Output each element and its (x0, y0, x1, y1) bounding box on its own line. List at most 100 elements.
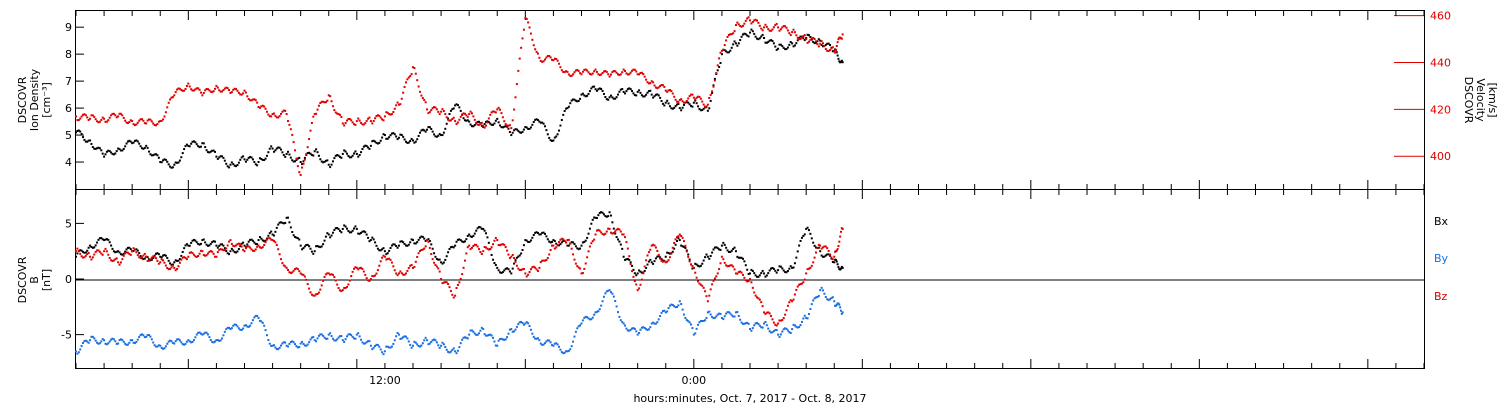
point-velocity-29-3 (486, 121, 489, 124)
point-ion-density-9-4 (206, 151, 209, 154)
point-bx-32-8 (535, 231, 538, 234)
point-by-37-7 (604, 292, 607, 295)
point-velocity-13-6 (265, 110, 268, 113)
point-by-21 (369, 344, 372, 347)
point-bz-23-2 (400, 272, 403, 275)
point-velocity-47-5 (741, 24, 744, 27)
point-velocity-3-6 (125, 121, 128, 124)
point-bz-36-8 (591, 240, 594, 243)
y-tick-label-0-0: 4 (65, 156, 72, 169)
point-bz-13-8 (268, 237, 271, 240)
point-by-40 (636, 333, 639, 336)
point-bz-40-7 (646, 254, 649, 257)
point-by-8-3 (191, 340, 194, 343)
point-bz-10 (215, 255, 218, 258)
point-ion-density-36-6 (588, 90, 591, 93)
point-velocity-50-3 (781, 26, 784, 29)
point-ion-density-11-9 (242, 155, 245, 158)
point-bx-13-1 (258, 236, 261, 239)
point-by-19-2 (344, 338, 347, 341)
point-ion-density-24-2 (414, 140, 417, 143)
point-velocity-3-2 (119, 112, 122, 115)
point-by-22-8 (395, 335, 398, 338)
point-bz-35-9 (579, 267, 582, 270)
time-axis-caption: hours:minutes, Oct. 7, 2017 - Oct. 8, 20… (633, 392, 867, 405)
point-bz-20 (355, 266, 358, 269)
point-ion-density-48-4 (754, 35, 757, 38)
point-bx-17-4 (319, 246, 322, 249)
point-bx-45-2 (709, 254, 712, 257)
point-by-47-6 (743, 322, 746, 325)
point-ion-density-25-8 (437, 134, 440, 137)
point-by-5-6 (153, 344, 156, 347)
point-bx-21-1 (371, 236, 374, 239)
point-bz-22-3 (388, 257, 391, 260)
point-by-0 (75, 350, 77, 353)
point-velocity-53-8 (830, 47, 833, 50)
point-bx-32-7 (534, 231, 537, 234)
point-by-1-4 (94, 339, 97, 342)
point-by-38-2 (611, 292, 614, 295)
point-ion-density-43-9 (691, 105, 694, 108)
point-bx-18-4 (333, 228, 336, 231)
point-velocity-27-8 (465, 114, 468, 117)
point-bz-44 (692, 266, 695, 269)
point-velocity-6 (159, 120, 162, 123)
point-velocity-54-5 (837, 38, 840, 41)
point-by-41-4 (656, 321, 659, 324)
point-velocity-20 (355, 120, 358, 123)
point-velocity-54-3 (835, 45, 838, 48)
point-velocity-32-1 (525, 17, 528, 20)
point-bx-31-2 (513, 262, 516, 265)
point-bz-1-2 (91, 256, 94, 259)
point-by-33-4 (543, 342, 546, 345)
point-bx-1-7 (98, 237, 101, 240)
point-ion-density-26-6 (448, 112, 451, 115)
point-velocity-41 (650, 80, 653, 83)
point-by-6-4 (164, 345, 167, 348)
point-by-50 (777, 333, 780, 336)
point-bz-28-3 (472, 245, 475, 248)
point-bz-54-8 (839, 230, 842, 233)
point-bz-54-6 (838, 240, 841, 243)
point-bz-53-9 (831, 258, 834, 261)
y2-tick-label-3: 460 (1430, 10, 1451, 23)
point-ion-density-25-9 (438, 133, 441, 136)
point-by-32-3 (528, 325, 531, 328)
point-bx-9-5 (208, 244, 211, 247)
point-ion-density-0 (75, 131, 77, 134)
point-by-2-5 (110, 338, 113, 341)
point-bx-49-5 (770, 267, 773, 270)
point-by-44-4 (698, 321, 701, 324)
point-velocity-11-9 (242, 92, 245, 95)
point-velocity-4-8 (142, 119, 145, 122)
point-bz-30-9 (508, 257, 511, 260)
point-velocity-0-8 (86, 116, 89, 119)
point-bx-54 (833, 261, 836, 264)
point-bx-7-1 (174, 259, 177, 262)
point-ion-density-24-7 (421, 128, 424, 131)
point-velocity-46-9 (733, 30, 736, 33)
point-bz-45-4 (712, 279, 715, 282)
point-velocity-3-3 (121, 114, 124, 117)
point-by-14-8 (282, 341, 285, 344)
point-bx-48-8 (760, 272, 763, 275)
point-velocity-21-3 (374, 117, 377, 120)
point-bx-53-1 (820, 254, 823, 257)
point-velocity-51-8 (802, 35, 805, 38)
point-by-27-8 (465, 336, 468, 339)
point-bx-33-6 (546, 238, 549, 241)
point-bx-38-2 (611, 221, 614, 224)
point-bz-38-3 (612, 231, 615, 234)
point-ion-density-4-9 (143, 146, 146, 149)
point-bx-18-3 (331, 231, 334, 234)
point-by-18 (327, 333, 330, 336)
point-ion-density-21-1 (371, 140, 374, 143)
point-by-9-3 (205, 331, 208, 334)
point-ion-density-8 (187, 144, 190, 147)
point-by-17-9 (326, 337, 329, 340)
point-bz-15-6 (294, 268, 297, 271)
point-by-45-1 (708, 310, 711, 313)
point-ion-density-54-6 (838, 60, 841, 63)
point-by-17-1 (315, 340, 318, 343)
